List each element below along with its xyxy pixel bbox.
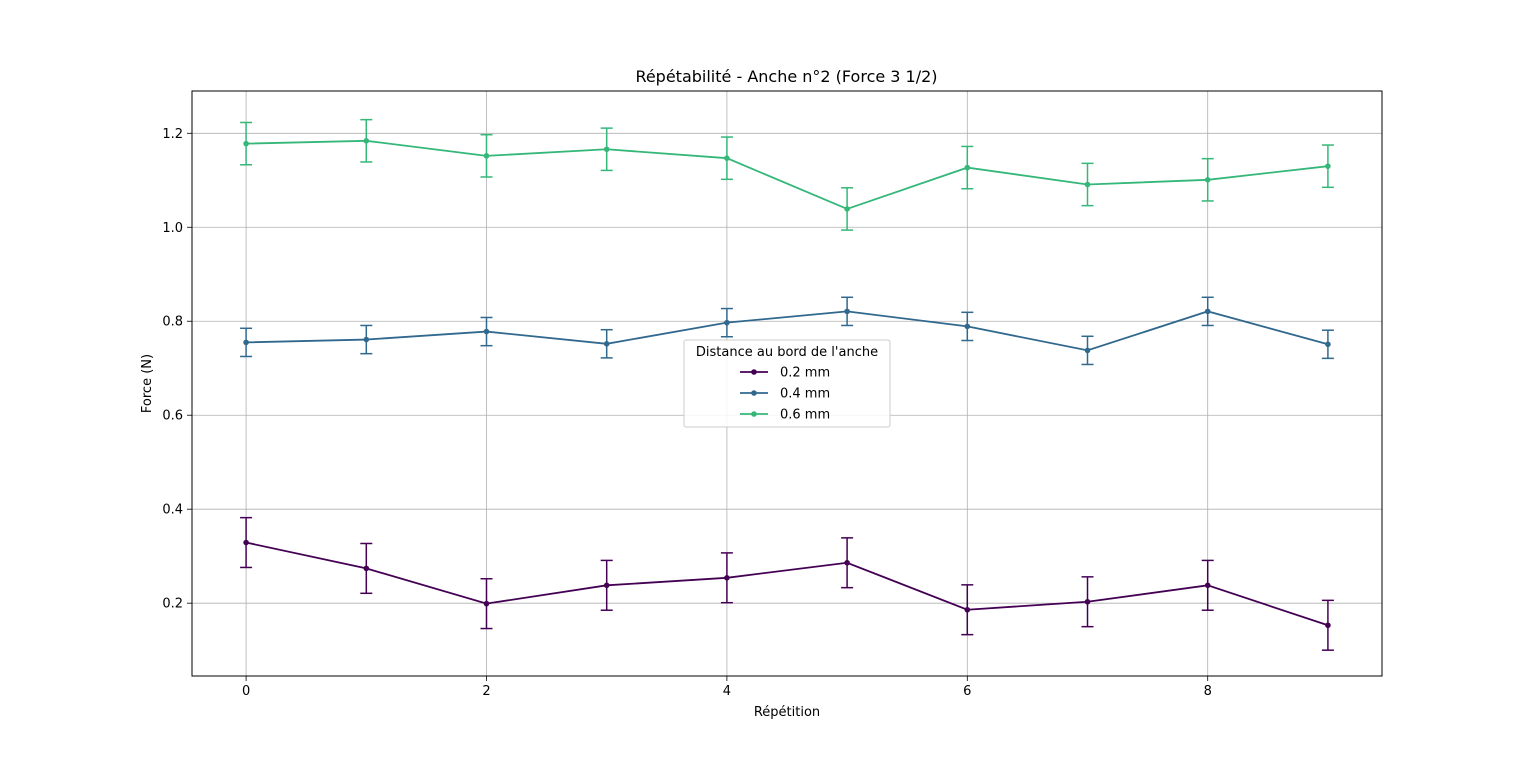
series-0-4-mm	[240, 296, 1334, 366]
series-line	[246, 310, 1329, 352]
legend: Distance au bord de l'anche 0.2 mm 0.4 mm…	[683, 339, 891, 428]
series-line	[245, 541, 1329, 627]
data-point	[363, 336, 370, 343]
series-line	[246, 139, 1329, 210]
data-point	[724, 574, 730, 581]
data-point	[363, 565, 370, 572]
x-tick-label: 8	[1204, 684, 1212, 699]
data-point	[844, 559, 850, 566]
chart-title: Répétabilité - Anche n°2 (Force 3 1/2)	[635, 67, 937, 86]
series-0-6-mm	[240, 118, 1334, 231]
data-point	[243, 339, 249, 346]
legend-label: 0.4 mm	[780, 387, 830, 402]
data-point	[243, 140, 249, 147]
data-point	[603, 340, 610, 347]
x-tick-label: 2	[482, 684, 490, 699]
data-point	[844, 206, 850, 212]
y-axis-label: Force (N)	[140, 354, 155, 413]
data-point	[1325, 341, 1331, 348]
axis-ticks: 0 2 4 6 8 0.2 0.4 0.6 0.8 1.0 1.2	[162, 127, 1212, 699]
data-point	[483, 328, 490, 335]
legend-label: 0.6 mm	[780, 408, 830, 423]
series-layer	[240, 118, 1334, 651]
data-point	[724, 319, 730, 326]
data-point	[1204, 582, 1211, 589]
data-point	[483, 153, 490, 159]
data-point	[1084, 598, 1091, 605]
y-tick-label: 0.4	[162, 503, 183, 518]
data-point	[1204, 308, 1211, 315]
data-point	[483, 600, 490, 607]
x-tick-label: 4	[723, 684, 731, 699]
data-point	[363, 138, 370, 144]
data-point	[243, 539, 249, 546]
y-tick-label: 0.6	[162, 409, 183, 424]
y-tick-label: 0.2	[162, 597, 183, 612]
data-point	[1204, 177, 1211, 183]
data-point	[603, 582, 610, 589]
x-tick-label: 6	[963, 684, 971, 699]
y-tick-label: 1.2	[162, 127, 183, 142]
legend-swatch-marker	[751, 369, 757, 375]
data-point	[1084, 181, 1091, 188]
data-point	[724, 155, 730, 161]
data-point	[964, 164, 971, 171]
data-point	[1325, 622, 1331, 629]
data-point	[844, 308, 850, 315]
grid	[192, 91, 1382, 676]
legend-title: Distance au bord de l'anche	[696, 345, 878, 360]
data-point	[603, 146, 610, 153]
x-tick-label: 0	[242, 684, 250, 699]
x-axis-label: Répétition	[754, 705, 820, 720]
data-point	[1084, 347, 1091, 354]
plot-frame	[191, 90, 1383, 677]
data-point	[964, 323, 971, 330]
legend-swatch-marker	[751, 411, 757, 417]
data-point	[964, 606, 971, 613]
y-tick-label: 1.0	[162, 221, 183, 236]
y-tick-label: 0.8	[162, 315, 183, 330]
legend-swatch-marker	[751, 390, 757, 396]
series-0-2-mm	[240, 516, 1334, 651]
legend-label: 0.2 mm	[780, 366, 830, 381]
legend-box	[683, 339, 891, 428]
data-point	[1325, 163, 1331, 169]
